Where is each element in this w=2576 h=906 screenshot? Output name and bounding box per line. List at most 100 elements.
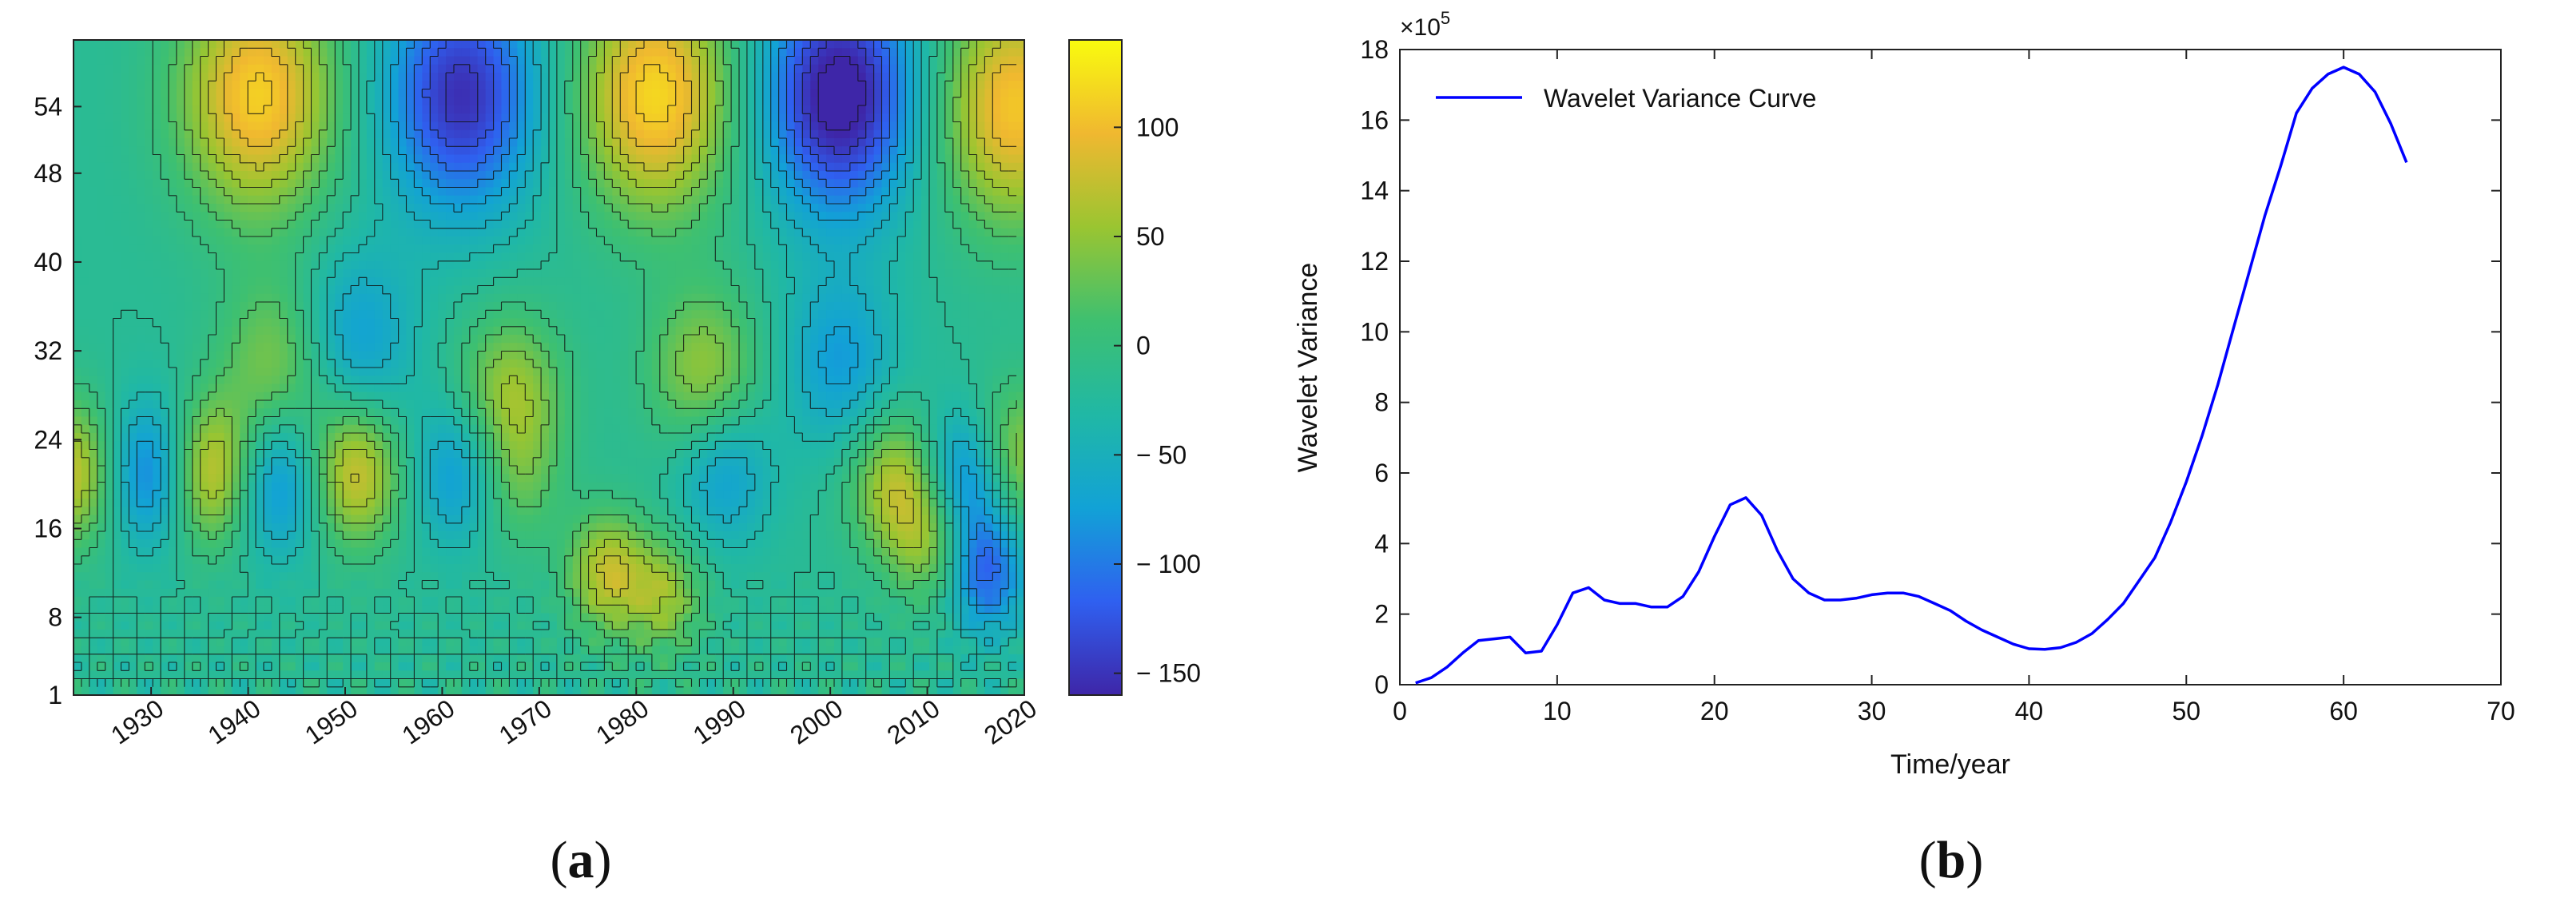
- heatmap-cell: [509, 277, 518, 287]
- heatmap-cell: [303, 293, 312, 303]
- heatmap-cell: [153, 89, 161, 98]
- heatmap-cell: [826, 171, 835, 180]
- heatmap-cell: [129, 212, 137, 221]
- heatmap-cell: [881, 285, 891, 295]
- heatmap-cell: [374, 244, 384, 254]
- heatmap-cell: [897, 310, 906, 320]
- heatmap-cell: [905, 64, 914, 74]
- heatmap-cell: [248, 73, 256, 81]
- heatmap-cell: [430, 260, 439, 270]
- heatmap-cell: [921, 236, 930, 245]
- heatmap-cell: [327, 343, 336, 352]
- heatmap-cell: [905, 310, 914, 320]
- heatmap-cell: [137, 293, 145, 303]
- heatmap-cell: [169, 335, 177, 344]
- heatmap-cell: [271, 204, 280, 213]
- heatmap-cell: [485, 97, 495, 106]
- heatmap-cell: [430, 204, 439, 213]
- heatmap-cell: [105, 129, 114, 139]
- heatmap-cell: [992, 335, 1001, 344]
- heatmap-cell: [430, 335, 439, 344]
- heatmap-cell: [818, 121, 827, 131]
- heatmap-cell: [469, 343, 479, 352]
- heatmap-cell: [461, 376, 471, 385]
- heatmap-cell: [549, 146, 558, 156]
- heatmap-cell: [129, 220, 137, 229]
- heatmap-cell: [406, 310, 415, 320]
- heatmap-cell: [343, 236, 352, 245]
- heatmap-cell: [319, 89, 328, 98]
- heatmap-cell: [556, 277, 566, 287]
- heatmap-cell: [960, 359, 970, 368]
- heatmap-cell: [89, 73, 98, 81]
- heatmap-cell: [675, 113, 685, 123]
- heatmap-cell: [786, 293, 796, 303]
- heatmap-cell: [240, 171, 248, 180]
- heatmap-cell: [651, 269, 661, 278]
- heatmap-cell: [256, 162, 264, 172]
- heatmap-cell: [169, 228, 177, 237]
- heatmap-cell: [303, 195, 312, 205]
- heatmap-cell: [382, 97, 392, 106]
- heatmap-cell: [176, 368, 185, 376]
- heatmap-cell: [248, 310, 256, 320]
- heatmap-cell: [137, 171, 145, 180]
- heatmap-cell: [454, 171, 463, 180]
- heatmap-cell: [1016, 326, 1024, 336]
- heatmap-cell: [770, 48, 780, 58]
- heatmap-cell: [929, 138, 938, 147]
- heatmap-cell: [889, 293, 898, 303]
- heatmap-cell: [849, 56, 859, 66]
- heatmap-cell: [723, 56, 732, 66]
- heatmap-cell: [184, 129, 193, 139]
- heatmap-cell: [501, 351, 511, 360]
- heatmap-cell: [865, 351, 875, 360]
- heatmap-cell: [921, 252, 930, 262]
- heatmap-cell: [311, 252, 320, 262]
- heatmap-cell: [841, 285, 851, 295]
- heatmap-cell: [97, 269, 106, 278]
- heatmap-cell: [248, 220, 256, 229]
- heatmap-cell: [469, 220, 479, 229]
- heatmap-cell: [651, 187, 661, 197]
- heatmap-cell: [762, 89, 772, 98]
- heatmap-cell: [343, 179, 352, 189]
- heatmap-cell: [224, 368, 233, 376]
- heatmap-cell: [303, 179, 312, 189]
- heatmap-cell: [145, 48, 153, 58]
- heatmap-cell: [525, 310, 534, 320]
- heatmap-cell: [754, 343, 764, 352]
- heatmap-cell: [121, 277, 130, 287]
- heatmap-cell: [74, 269, 82, 278]
- heatmap-cell: [604, 187, 613, 197]
- heatmap-cell: [208, 105, 217, 114]
- heatmap-cell: [74, 171, 82, 180]
- heatmap-cell: [841, 244, 851, 254]
- heatmap-cell: [794, 310, 803, 320]
- heatmap-cell: [929, 318, 938, 328]
- heatmap-cell: [810, 154, 819, 164]
- heatmap-cell: [533, 105, 542, 114]
- heatmap-cell: [359, 121, 368, 131]
- heatmap-cell: [913, 56, 922, 66]
- heatmap-cell: [1008, 293, 1017, 303]
- heatmap-cell: [1016, 310, 1024, 320]
- heatmap-cell: [857, 179, 867, 189]
- heatmap-cell: [200, 187, 209, 197]
- heatmap-cell: [564, 285, 574, 295]
- heatmap-cell: [454, 236, 463, 245]
- heatmap-cell: [366, 97, 376, 106]
- heatmap-cell: [248, 359, 256, 368]
- heatmap-cell: [121, 252, 130, 262]
- heatmap-cell: [841, 89, 851, 98]
- heatmap-cell: [960, 105, 970, 114]
- heatmap-cell: [335, 318, 344, 328]
- heatmap-cell: [667, 162, 677, 172]
- heatmap-cell: [897, 195, 906, 205]
- heatmap-cell: [715, 318, 724, 328]
- heatmap-cell: [588, 121, 598, 131]
- heatmap-cell: [651, 204, 661, 213]
- heatmap-cell: [129, 40, 137, 49]
- heatmap-cell: [881, 351, 891, 360]
- heatmap-cell: [113, 335, 122, 344]
